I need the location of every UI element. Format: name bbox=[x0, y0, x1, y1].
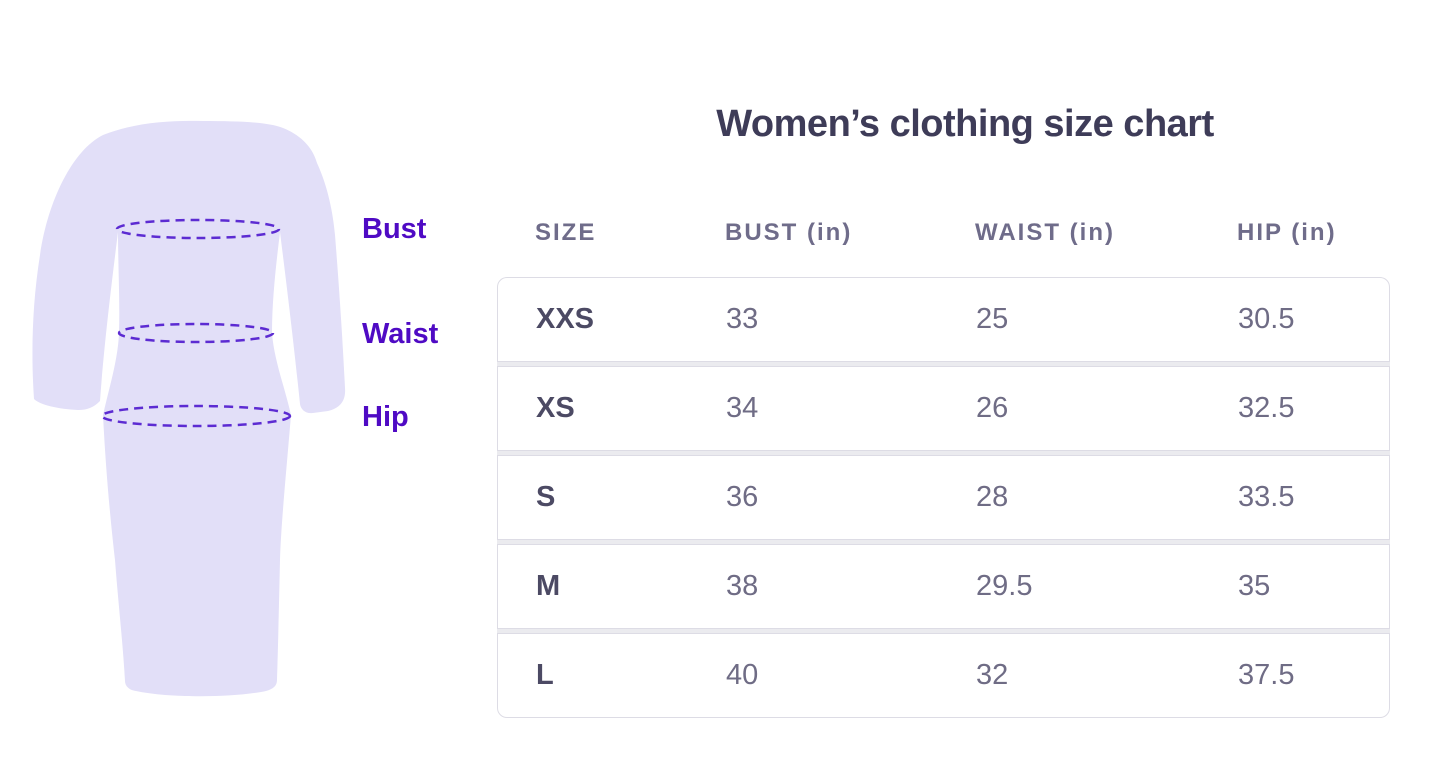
table-row: XXS 33 25 30.5 bbox=[497, 277, 1390, 362]
waist-cell: 25 bbox=[976, 303, 1009, 335]
bust-cell: 40 bbox=[726, 659, 759, 691]
size-cell: S bbox=[536, 481, 556, 513]
size-cell: L bbox=[536, 659, 554, 691]
column-header-waist: WAIST (in) bbox=[975, 219, 1115, 246]
table-header: SIZE BUST (in) WAIST (in) HIP (in) bbox=[497, 217, 1390, 249]
column-header-hip: HIP (in) bbox=[1237, 219, 1337, 246]
waist-cell: 32 bbox=[976, 659, 1009, 691]
column-header-size: SIZE bbox=[535, 219, 597, 246]
dress-silhouette bbox=[32, 120, 346, 697]
table-row: M 38 29.5 35 bbox=[497, 544, 1390, 629]
bust-label: Bust bbox=[362, 213, 427, 245]
size-cell: XS bbox=[536, 392, 575, 424]
hip-cell: 35 bbox=[1238, 570, 1271, 602]
table-row: L 40 32 37.5 bbox=[497, 633, 1390, 718]
hip-cell: 33.5 bbox=[1238, 481, 1295, 513]
bust-measure-line bbox=[115, 218, 281, 240]
hip-cell: 30.5 bbox=[1238, 303, 1295, 335]
waist-cell: 26 bbox=[976, 392, 1009, 424]
hip-measure-line bbox=[100, 404, 292, 428]
hip-cell: 37.5 bbox=[1238, 659, 1295, 691]
size-cell: M bbox=[536, 570, 561, 602]
waist-label: Waist bbox=[362, 318, 439, 350]
bust-cell: 38 bbox=[726, 570, 759, 602]
page-title: Women’s clothing size chart bbox=[716, 103, 1214, 145]
bust-cell: 34 bbox=[726, 392, 759, 424]
hip-cell: 32.5 bbox=[1238, 392, 1295, 424]
hip-label: Hip bbox=[362, 401, 409, 433]
bust-cell: 36 bbox=[726, 481, 759, 513]
waist-measure-line bbox=[117, 322, 275, 344]
table-row: XS 34 26 32.5 bbox=[497, 366, 1390, 451]
table-row: S 36 28 33.5 bbox=[497, 455, 1390, 540]
size-table: XXS 33 25 30.5 XS 34 26 32.5 S 36 28 33.… bbox=[497, 277, 1390, 718]
bust-cell: 33 bbox=[726, 303, 759, 335]
dress-illustration bbox=[32, 120, 346, 697]
size-cell: XXS bbox=[536, 303, 595, 335]
column-header-bust: BUST (in) bbox=[725, 219, 853, 246]
waist-cell: 29.5 bbox=[976, 570, 1033, 602]
waist-cell: 28 bbox=[976, 481, 1009, 513]
